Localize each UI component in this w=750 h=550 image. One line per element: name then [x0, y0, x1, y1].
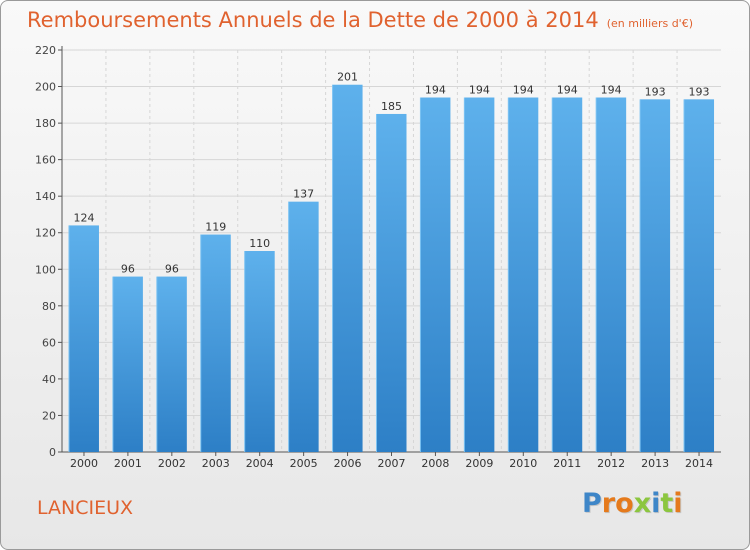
x-tick-label: 2006: [334, 457, 362, 470]
title-unit: (en milliers d'€): [606, 17, 693, 30]
value-label: 96: [165, 263, 179, 276]
logo-letter: r: [601, 488, 616, 519]
x-tick-label: 2002: [158, 457, 186, 470]
bar: [552, 97, 583, 452]
bar: [464, 97, 495, 452]
x-tick-label: 2007: [378, 457, 406, 470]
value-label: 194: [469, 84, 490, 97]
y-tick-label: 80: [42, 300, 56, 313]
bar: [200, 234, 231, 452]
value-label: 119: [205, 221, 226, 234]
x-tick-label: 2009: [465, 457, 493, 470]
logo-letter: i: [673, 488, 683, 519]
bar: [596, 97, 627, 452]
x-tick-label: 2005: [290, 457, 318, 470]
value-labels: 124 96 96 119 110 137 201 185 194 194 194 194 194 193…: [73, 71, 709, 276]
y-tick-label: 180: [35, 117, 56, 130]
bar: [332, 84, 363, 452]
y-tick-label: 0: [49, 446, 56, 459]
logo-letter: o: [615, 488, 634, 519]
bar: [112, 276, 143, 452]
chart-title: Remboursements Annuels de la Dette de 20…: [27, 8, 693, 32]
bar: [288, 201, 319, 452]
value-label: 194: [425, 84, 446, 97]
bar: [244, 251, 275, 452]
value-label: 201: [337, 71, 358, 84]
bar: [68, 225, 99, 452]
value-label: 96: [121, 263, 135, 276]
y-tick-label: 40: [42, 373, 56, 386]
x-tick-label: 2001: [114, 457, 142, 470]
logo-letter: i: [651, 488, 661, 519]
x-tick-label: 2004: [246, 457, 274, 470]
x-tick-label: 2014: [685, 457, 713, 470]
proxiti-logo: Proxiti: [582, 488, 683, 519]
value-label: 124: [73, 211, 94, 224]
bar: [508, 97, 539, 452]
y-tick-label: 200: [35, 81, 56, 94]
value-label: 194: [513, 84, 534, 97]
y-tick-label: 220: [35, 44, 56, 57]
y-tick-label: 120: [35, 227, 56, 240]
bar: [156, 276, 187, 452]
bar: [684, 99, 715, 452]
x-tick-label: 2010: [509, 457, 537, 470]
y-tick-label: 160: [35, 154, 56, 167]
logo-letter: x: [633, 488, 652, 519]
logo-letter: t: [660, 488, 674, 519]
x-tick-label: 2011: [553, 457, 581, 470]
value-label: 194: [601, 84, 622, 97]
commune-name: LANCIEUX: [37, 497, 134, 519]
x-tick-label: 2013: [641, 457, 669, 470]
value-label: 194: [557, 84, 578, 97]
bar: [376, 113, 407, 453]
y-tick-label: 140: [35, 190, 56, 203]
value-label: 193: [689, 85, 710, 98]
logo-letter: P: [582, 488, 602, 519]
value-label: 193: [645, 85, 666, 98]
value-label: 185: [381, 100, 402, 113]
value-label: 137: [293, 188, 314, 201]
y-tick-label: 60: [42, 336, 56, 349]
tick-labels: 0 20 40 60 80 100 120 140 160 180 200 220 2000 2001 20…: [35, 44, 713, 470]
x-tick-label: 2003: [202, 457, 230, 470]
x-tick-label: 2000: [70, 457, 98, 470]
bar: [420, 97, 451, 452]
bars: [68, 84, 715, 453]
x-tick-label: 2008: [421, 457, 449, 470]
y-tick-label: 100: [35, 263, 56, 276]
y-tick-label: 20: [42, 409, 56, 422]
value-label: 110: [249, 237, 270, 250]
x-tick-label: 2012: [597, 457, 625, 470]
title-main: Remboursements Annuels de la Dette de 20…: [27, 8, 599, 32]
bar: [640, 99, 671, 452]
